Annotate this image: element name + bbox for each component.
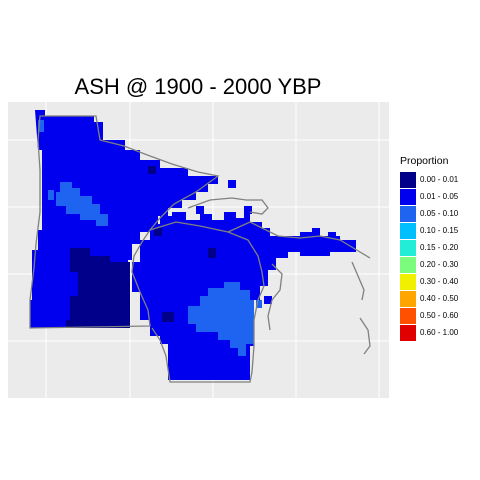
legend-swatch — [400, 205, 416, 222]
proportion-cell — [256, 300, 262, 308]
proportion-cells — [30, 110, 356, 380]
legend-label: 0.60 - 1.00 — [420, 328, 459, 337]
coast-lake-michigan — [267, 263, 283, 331]
proportion-cell — [228, 180, 236, 188]
proportion-cell-region-mn-south — [66, 248, 130, 328]
proportion-cell — [208, 248, 216, 258]
legend-entry: 0.40 - 0.50 — [400, 290, 478, 307]
legend-label: 0.15 - 0.20 — [420, 243, 459, 252]
legend-label: 0.10 - 0.15 — [420, 226, 459, 235]
legend-title: Proportion — [400, 155, 449, 167]
state-borders — [29, 115, 371, 383]
map-title: ASH @ 1900 - 2000 YBP — [74, 74, 322, 99]
proportion-cell — [38, 120, 44, 132]
legend-entry: 0.60 - 1.00 — [400, 324, 478, 341]
legend-label: 0.01 - 0.05 — [420, 192, 459, 201]
legend-swatch — [400, 239, 416, 256]
legend-entry: 0.30 - 0.40 — [400, 273, 478, 290]
legend-label: 0.05 - 0.10 — [420, 209, 459, 218]
legend-swatch — [400, 307, 416, 324]
legend-entry: 0.01 - 0.05 — [400, 188, 478, 205]
legend-swatch — [400, 256, 416, 273]
state-border-wisconsin — [149, 221, 265, 383]
legend-label: 0.30 - 0.40 — [420, 277, 459, 286]
state-border-michigan-up — [227, 221, 371, 259]
proportion-cell — [154, 228, 162, 236]
proportion-cell — [244, 206, 252, 214]
legend-entry: 0.15 - 0.20 — [400, 239, 478, 256]
proportion-cell — [48, 190, 54, 200]
legend-swatch — [400, 273, 416, 290]
proportion-cell-region-mn — [30, 110, 218, 328]
legend-swatch — [400, 324, 416, 341]
legend-swatch — [400, 188, 416, 205]
proportion-cell-region-mn-north — [56, 182, 108, 226]
legend-label: 0.50 - 0.60 — [420, 311, 459, 320]
legend-label: 0.20 - 0.30 — [420, 260, 459, 269]
state-border-minnesota — [29, 115, 220, 329]
legend-entry: 0.00 - 0.01 — [400, 171, 478, 188]
legend-entry: 0.10 - 0.15 — [400, 222, 478, 239]
proportion-cell — [196, 206, 204, 214]
coast-east — [351, 261, 371, 355]
proportion-cell-region-wi-east — [188, 282, 254, 356]
legend-label: 0.40 - 0.50 — [420, 294, 459, 303]
proportion-cell — [162, 312, 174, 322]
coast-lake-superior — [187, 197, 269, 215]
legend: Proportion 0.00 - 0.01 0.01 - 0.05 0.05 - … — [400, 155, 478, 341]
proportion-cell — [312, 228, 320, 236]
legend-swatch — [400, 222, 416, 239]
legend-entries: 0.00 - 0.01 0.01 - 0.05 0.05 - 0.10 0.10 - … — [400, 171, 478, 341]
proportion-cell — [148, 166, 156, 174]
proportion-cell — [328, 232, 336, 240]
proportion-cell — [264, 296, 272, 304]
legend-swatch — [400, 290, 416, 307]
legend-label: 0.00 - 0.01 — [420, 175, 459, 184]
legend-entry: 0.50 - 0.60 — [400, 307, 478, 324]
legend-entry: 0.05 - 0.10 — [400, 205, 478, 222]
legend-swatch — [400, 171, 416, 188]
legend-entry: 0.20 - 0.30 — [400, 256, 478, 273]
